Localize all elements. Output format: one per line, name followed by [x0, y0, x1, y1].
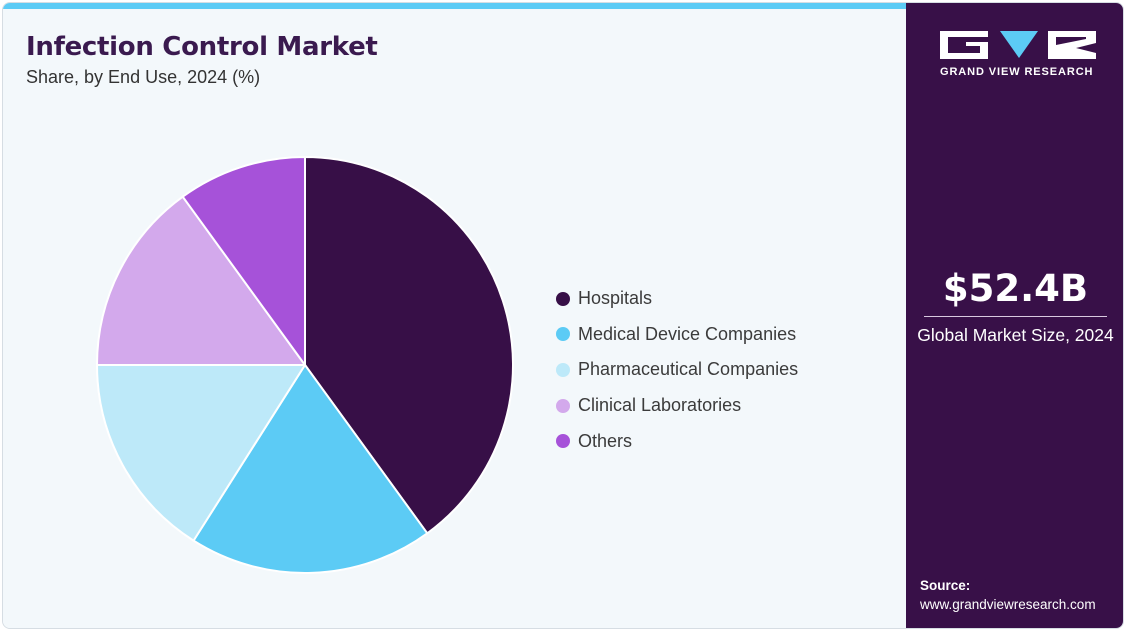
legend-label-clinical-laboratories: Clinical Laboratories [578, 395, 742, 416]
legend-item-hospitals: Hospitals [556, 281, 798, 317]
legend-marker-pharmaceutical-companies [556, 362, 570, 377]
chart-panel: Infection Control Market Share, by End U… [3, 3, 906, 628]
legend-item-pharmaceutical-companies: Pharmaceutical Companies [556, 352, 798, 388]
legend-marker-hospitals [556, 291, 570, 306]
legend-label-hospitals: Hospitals [578, 288, 653, 309]
pie-slice-clinical-laboratories [96, 195, 306, 366]
source-title: Source: [920, 578, 971, 593]
source-url: www.grandviewresearch.com [920, 597, 1096, 612]
gvr-logo-mark [940, 31, 1096, 59]
stat-divider [924, 316, 1107, 317]
chart-legend: Hospitals Medical Device Companies Pharm… [556, 281, 798, 459]
legend-label-medical-device-companies: Medical Device Companies [578, 323, 797, 344]
legend-marker-others [556, 434, 570, 449]
market-size-label: Global Market Size, 2024 [917, 325, 1114, 345]
sidebar-panel: GRAND VIEW RESEARCH $52.4B Global Market… [906, 3, 1123, 628]
legend-label-others: Others [578, 430, 633, 451]
logo-wordmark: GRAND VIEW RESEARCH [940, 66, 1094, 78]
grand-view-research-logo: GRAND VIEW RESEARCH [940, 31, 1096, 78]
legend-marker-medical-device-companies [556, 327, 570, 342]
chart-subtitle: Share, by End Use, 2024 (%) [26, 67, 261, 87]
legend-label-pharmaceutical-companies: Pharmaceutical Companies [578, 359, 799, 380]
pie-slice-hospitals [304, 156, 514, 535]
pie-slice-medical-device-companies [192, 364, 429, 575]
pie-slice-pharmaceutical-companies [96, 364, 306, 542]
legend-item-medical-device-companies: Medical Device Companies [556, 317, 798, 353]
legend-marker-clinical-laboratories [556, 398, 570, 413]
market-size-value: $52.4B [942, 267, 1089, 310]
legend-item-others: Others [556, 423, 798, 459]
chart-title: Infection Control Market [26, 32, 378, 62]
legend-item-clinical-laboratories: Clinical Laboratories [556, 388, 798, 424]
top-accent-bar [3, 3, 906, 9]
pie-slice-others [181, 156, 306, 366]
pie-chart [96, 156, 514, 575]
